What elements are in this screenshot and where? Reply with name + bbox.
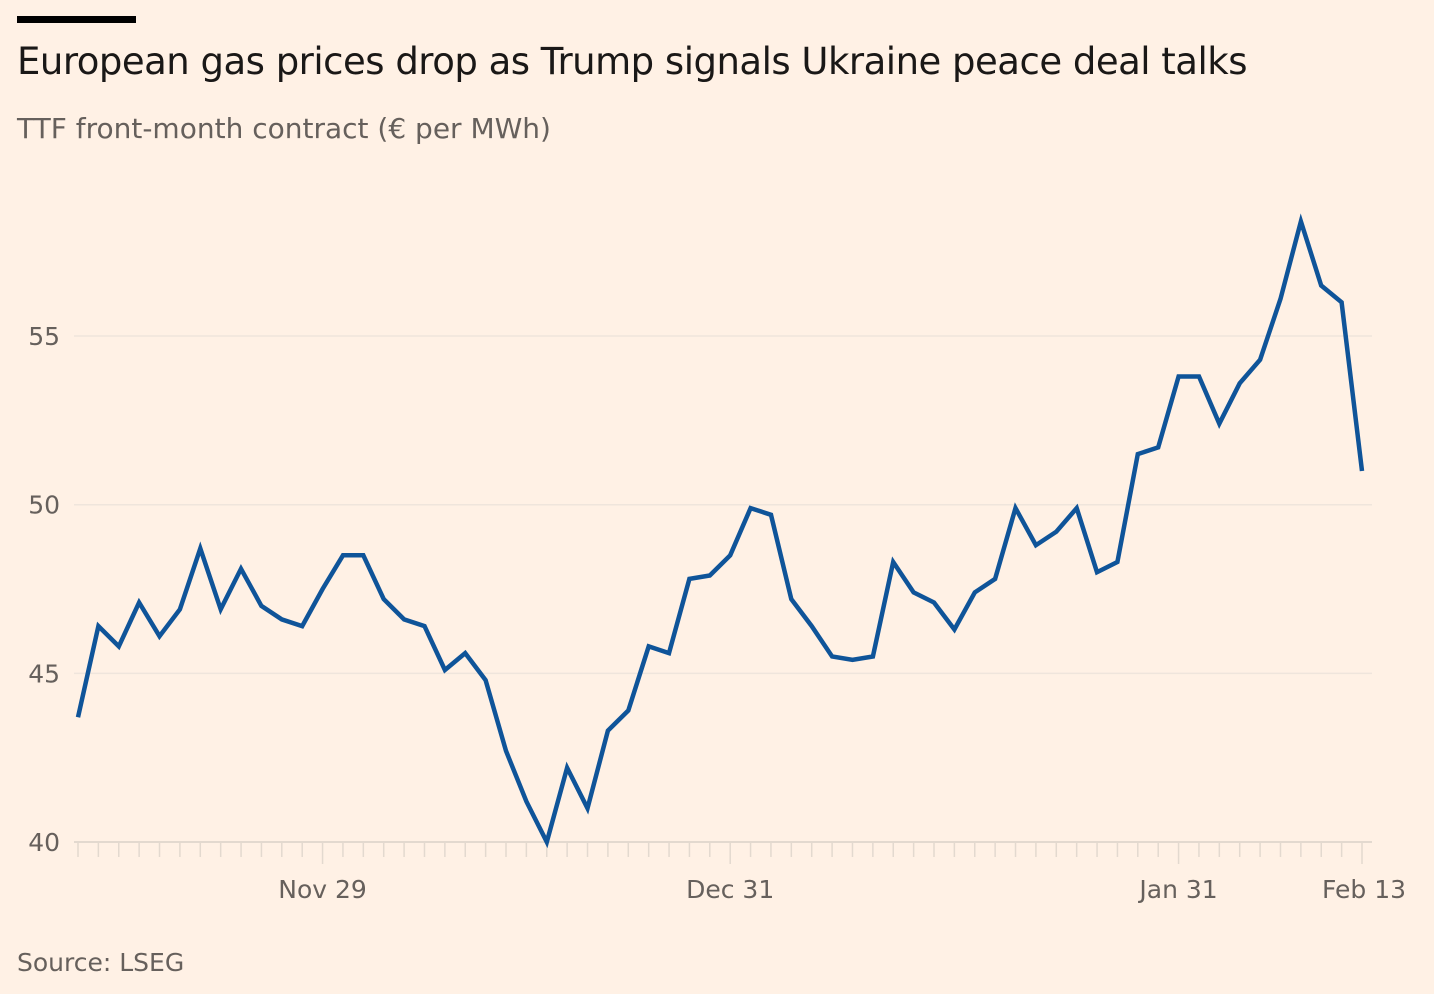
x-tick-label: Dec 31 xyxy=(686,875,774,904)
y-tick-label: 45 xyxy=(28,659,60,688)
y-tick-label: 40 xyxy=(28,828,60,857)
series-line-ttf xyxy=(75,213,1365,849)
chart-title: European gas prices drop as Trump signal… xyxy=(17,40,1247,83)
chart-subtitle: TTF front-month contract (€ per MWh) xyxy=(17,112,551,145)
ft-brand-bar xyxy=(17,16,136,23)
source-note: Source: LSEG xyxy=(17,948,185,977)
x-tick-label: Feb 13 xyxy=(1322,875,1406,904)
x-tick-label: Jan 31 xyxy=(1137,875,1217,904)
x-tick-label: Nov 29 xyxy=(278,875,367,904)
y-tick-label: 50 xyxy=(28,491,60,520)
y-tick-label: 55 xyxy=(28,322,60,351)
